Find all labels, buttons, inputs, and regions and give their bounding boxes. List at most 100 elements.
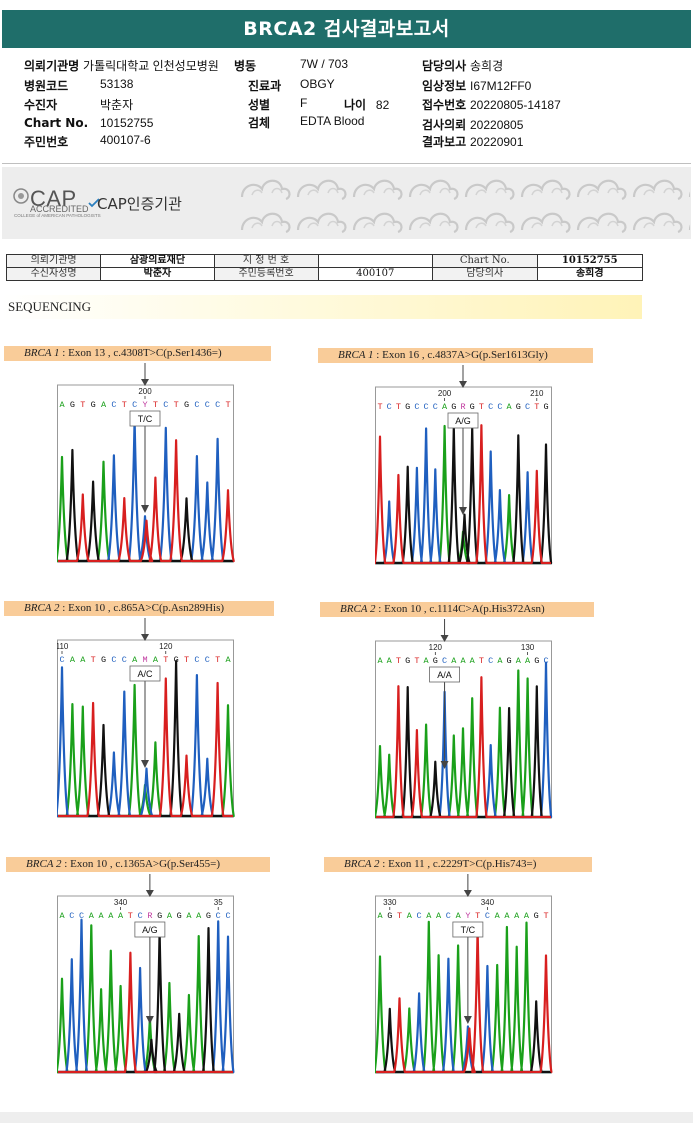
base-letter: A [470, 656, 476, 666]
base-letter: A [460, 656, 466, 666]
genotype-call: T/C [138, 414, 153, 424]
base-letter: T [184, 655, 189, 665]
base-letter: A [456, 911, 462, 921]
report-title: BRCA2 검사결과보고서 [2, 10, 691, 48]
base-letter: C [69, 911, 74, 921]
sequencing-title: SEQUENCING [8, 299, 92, 314]
base-letter: T [91, 655, 96, 665]
chromatogram-6: 330 340 A G T A C A A C A Y T C A A A A G T T/C [375, 874, 555, 1076]
base-letter: C [417, 911, 422, 921]
info-specimen-value: EDTA Blood [300, 114, 365, 128]
base-letter: G [157, 911, 162, 921]
variant-label-5: BRCA 2 : Exon 10 , c.1365A>G(p.Ser455=) [6, 857, 270, 872]
base-letter: G [534, 656, 539, 666]
base-letter: A [118, 911, 124, 921]
base-letter: C [194, 400, 199, 410]
base-letter: A [442, 402, 448, 412]
base-letter: C [442, 656, 447, 666]
base-letter: Y [465, 911, 470, 921]
base-letter: C [122, 655, 127, 665]
base-letter: A [186, 911, 192, 921]
info-request: 검사의뢰 20220805 [422, 118, 524, 132]
base-letter: C [387, 402, 392, 412]
tick-label: 130 [521, 643, 535, 652]
cloud-pattern-decoration [238, 171, 690, 237]
base-letter: C [79, 911, 84, 921]
trace-T [376, 676, 551, 819]
base-letter: T [543, 911, 548, 921]
base-letter: A [167, 911, 173, 921]
tick-label: 200 [438, 389, 452, 398]
base-letter: G [184, 400, 189, 410]
trace-G [58, 448, 233, 563]
chromatogram-2: 200 210 T C T G C C C A G R G T C C A G C T G A/G [375, 365, 555, 567]
cap-certified-label: CAP인증기관 [97, 195, 182, 213]
base-letter: A [451, 656, 457, 666]
base-letter: A [495, 911, 501, 921]
base-letter: A [59, 400, 65, 410]
base-letter: C [216, 911, 221, 921]
genotype-call: T/C [461, 925, 476, 935]
base-letter: G [387, 911, 392, 921]
trace-T [58, 439, 235, 563]
info-dept: 진료과 [248, 79, 282, 93]
info-ward-value: 7W / 703 [300, 57, 349, 71]
base-letter: T [163, 655, 168, 665]
base-letter: C [132, 400, 137, 410]
base-letter: T [128, 911, 133, 921]
base-letter: C [485, 911, 490, 921]
base-letter: A [507, 402, 513, 412]
trace-T [58, 677, 233, 818]
base-letter: A [497, 656, 503, 666]
base-letter: G [433, 656, 438, 666]
info-code: 병원코드 [24, 79, 69, 93]
base-letter: A [196, 911, 202, 921]
base-letter: C [215, 400, 220, 410]
genotype-call: A/G [455, 416, 471, 426]
base-letter: A [525, 656, 531, 666]
base-letter: C [163, 400, 168, 410]
trace-T [58, 951, 233, 1074]
base-letter: C [446, 911, 451, 921]
tick-label: 110 [57, 642, 69, 651]
base-letter: T [396, 656, 401, 666]
trace-A [57, 924, 233, 1074]
base-letter: T [534, 402, 539, 412]
base-letter: C [488, 656, 493, 666]
base-letter: A [132, 655, 138, 665]
base-letter: T [479, 656, 484, 666]
trace-G [376, 685, 551, 819]
base-letter: G [451, 402, 456, 412]
info-hospital: 의뢰기관명 가톨릭대학교 인천성모병원 [24, 59, 219, 73]
base-letter: C [205, 655, 210, 665]
base-letter: A [524, 911, 530, 921]
base-letter: A [377, 911, 383, 921]
trace-C [58, 918, 235, 1074]
genotype-call: A/C [137, 669, 153, 679]
tick-label: 120 [159, 642, 173, 651]
cap-college: COLLEGE of AMERICAN PATHOLOGISTS [14, 213, 101, 218]
check-icon [88, 198, 100, 208]
trace-C [376, 427, 551, 565]
base-letter: G [177, 911, 182, 921]
base-letter: A [424, 656, 430, 666]
base-letter: A [70, 655, 76, 665]
base-letter: T [122, 400, 127, 410]
variant-label-1: BRCA 1 : Exon 13 , c.4308T>C(p.Ser1436=) [4, 346, 271, 361]
base-letter: C [525, 402, 530, 412]
base-letter: G [470, 402, 475, 412]
base-letter: G [91, 400, 96, 410]
tick-label: 340 [481, 898, 495, 907]
info-receipt: 접수번호 20220805-14187 [422, 98, 561, 112]
base-letter: C [194, 655, 199, 665]
base-letter: C [433, 402, 438, 412]
chromatogram-3: 110 120 C A A T G C C A M A T G T C C T A A/C [57, 618, 237, 820]
base-letter: C [488, 402, 493, 412]
base-letter: C [111, 655, 116, 665]
chromatogram-5: 340 35 A C C A A A A T C R G A G A A G C C A/G [57, 874, 237, 1076]
tick-label: 35 [214, 898, 223, 907]
base-letter: A [99, 911, 105, 921]
base-letter: G [405, 656, 410, 666]
base-letter: A [436, 911, 442, 921]
